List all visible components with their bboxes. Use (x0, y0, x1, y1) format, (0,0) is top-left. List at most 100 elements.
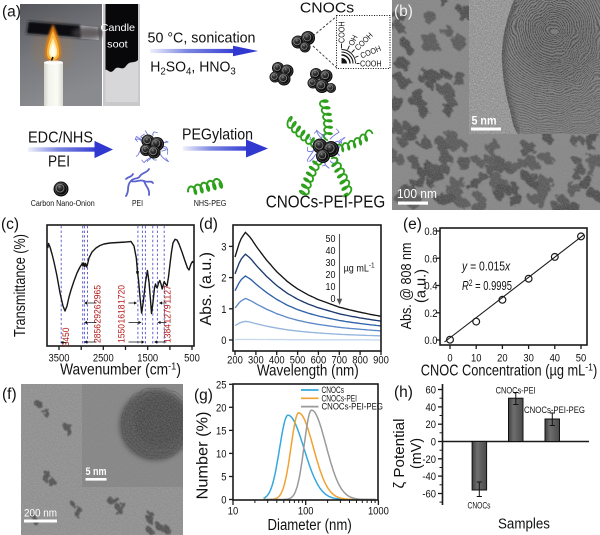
svg-text:soot: soot (107, 39, 128, 51)
svg-text:0.6: 0.6 (424, 254, 437, 266)
svg-text:(d): (d) (199, 216, 218, 233)
svg-text:1500: 1500 (137, 353, 158, 365)
svg-text:1384: 1384 (162, 324, 173, 343)
svg-text:PEGylation: PEGylation (182, 127, 253, 144)
svg-text:Samples: Samples (498, 515, 550, 532)
svg-text:Wavelength (nm): Wavelength (nm) (257, 363, 359, 380)
svg-text:Abs. @ 808 nm: Abs. @ 808 nm (397, 243, 414, 330)
svg-text:800: 800 (352, 355, 368, 367)
svg-text:COOH: COOH (360, 59, 382, 68)
svg-text:0.0: 0.0 (424, 335, 437, 347)
svg-text:20: 20 (216, 403, 227, 415)
svg-text:40: 40 (550, 353, 561, 365)
svg-text:20: 20 (497, 353, 508, 365)
svg-text:2: 2 (221, 273, 227, 285)
svg-text:(f): (f) (2, 386, 17, 403)
svg-text:R2 = 0.9995: R2 = 0.9995 (462, 278, 512, 293)
svg-text:CNOCs-PEI-PEG: CNOCs-PEI-PEG (322, 401, 383, 412)
svg-text:(mV): (mV) (409, 438, 425, 469)
svg-text:Candle: Candle (101, 22, 136, 34)
svg-text:30: 30 (523, 353, 534, 365)
svg-text:CNOC Concentration (µg mL-1): CNOC Concentration (µg mL-1) (421, 362, 597, 380)
svg-text:3450: 3450 (61, 328, 72, 347)
svg-text:500: 500 (290, 355, 306, 367)
svg-text:100 nm: 100 nm (397, 187, 437, 201)
svg-text:(e): (e) (403, 216, 422, 233)
svg-text:5: 5 (221, 472, 227, 484)
svg-text:5 nm: 5 nm (472, 115, 497, 128)
svg-text:Transmittance (%): Transmittance (%) (11, 234, 29, 337)
svg-text:CNOCs: CNOCs (322, 385, 345, 395)
svg-text:2500: 2500 (93, 353, 114, 365)
svg-text:5 nm: 5 nm (86, 466, 107, 478)
svg-text:1550: 1550 (116, 324, 127, 343)
svg-text:PEI: PEI (132, 198, 143, 208)
svg-text:-40: -40 (422, 472, 436, 484)
svg-text:20: 20 (426, 420, 437, 432)
svg-text:600: 600 (311, 355, 327, 367)
svg-text:0: 0 (221, 495, 227, 507)
svg-text:(a.u.): (a.u.) (413, 269, 429, 303)
svg-text:400: 400 (269, 355, 285, 367)
svg-text:10: 10 (471, 353, 482, 365)
svg-text:OH: OH (346, 33, 359, 47)
svg-text:EDC/NHS: EDC/NHS (28, 129, 93, 147)
svg-text:CNOCs-PEI-PEG: CNOCs-PEI-PEG (266, 193, 385, 212)
svg-text:60: 60 (426, 385, 437, 397)
svg-text:(g): (g) (194, 387, 213, 404)
svg-text:200 nm: 200 nm (24, 507, 57, 520)
svg-text:Carbon Nano-Onion: Carbon Nano-Onion (31, 199, 95, 208)
svg-text:50: 50 (576, 353, 587, 365)
svg-text:700: 700 (331, 355, 347, 367)
svg-text:ζ Potential: ζ Potential (392, 419, 408, 489)
svg-text:0.8: 0.8 (424, 226, 437, 238)
svg-text:CNOCs-PEI-PEG: CNOCs-PEI-PEG (524, 404, 585, 415)
svg-text:(b): (b) (394, 3, 413, 20)
svg-text:H2SO4, HNO3: H2SO4, HNO3 (150, 59, 236, 77)
svg-text:COOH: COOH (337, 21, 346, 43)
svg-text:30: 30 (326, 258, 336, 270)
svg-text:2926: 2926 (92, 305, 103, 324)
svg-text:(c): (c) (1, 216, 19, 233)
svg-text:40: 40 (326, 246, 336, 258)
svg-text:-20: -20 (422, 454, 436, 466)
svg-text:50: 50 (326, 234, 336, 246)
svg-text:CNOCs: CNOCs (468, 501, 491, 511)
svg-text:y = 0.015x: y = 0.015x (461, 261, 511, 274)
svg-text:10: 10 (228, 506, 239, 518)
svg-text:15: 15 (216, 426, 227, 438)
svg-text:Abs. (a.u.): Abs. (a.u.) (198, 252, 215, 325)
svg-text:0: 0 (331, 293, 337, 305)
svg-text:1279: 1279 (162, 305, 173, 324)
svg-text:µg mL-1: µg mL-1 (344, 262, 375, 275)
svg-text:25: 25 (216, 380, 227, 392)
svg-text:1127: 1127 (162, 285, 173, 303)
svg-text:Diameter (nm): Diameter (nm) (267, 517, 351, 534)
svg-text:40: 40 (426, 402, 437, 414)
svg-text:Wavenumber (cm-1): Wavenumber (cm-1) (60, 361, 181, 379)
svg-text:1: 1 (221, 304, 227, 316)
svg-text:0: 0 (221, 335, 227, 347)
svg-text:CNOCs: CNOCs (300, 0, 355, 16)
svg-text:2856: 2856 (92, 324, 103, 343)
svg-text:900: 900 (373, 355, 389, 367)
svg-text:200: 200 (227, 355, 243, 367)
svg-text:500: 500 (184, 353, 200, 365)
svg-text:300: 300 (248, 355, 264, 367)
svg-text:0: 0 (431, 437, 437, 449)
svg-text:1000: 1000 (368, 506, 389, 518)
svg-text:3500: 3500 (49, 353, 70, 365)
svg-text:NHS-PEG: NHS-PEG (194, 199, 227, 208)
svg-text:PEI: PEI (48, 154, 70, 171)
svg-text:10: 10 (326, 281, 336, 293)
svg-text:10: 10 (216, 449, 227, 461)
svg-text:(h): (h) (394, 384, 413, 401)
svg-text:1720: 1720 (116, 285, 127, 304)
svg-text:1618: 1618 (116, 305, 127, 324)
svg-text:(a): (a) (2, 4, 21, 21)
svg-text:100: 100 (298, 506, 314, 518)
svg-text:0.2: 0.2 (424, 308, 437, 320)
svg-text:2965: 2965 (92, 285, 103, 304)
svg-text:CNOCs-PEI: CNOCs-PEI (496, 386, 536, 396)
svg-text:CNOCs-PEI: CNOCs-PEI (322, 393, 357, 403)
